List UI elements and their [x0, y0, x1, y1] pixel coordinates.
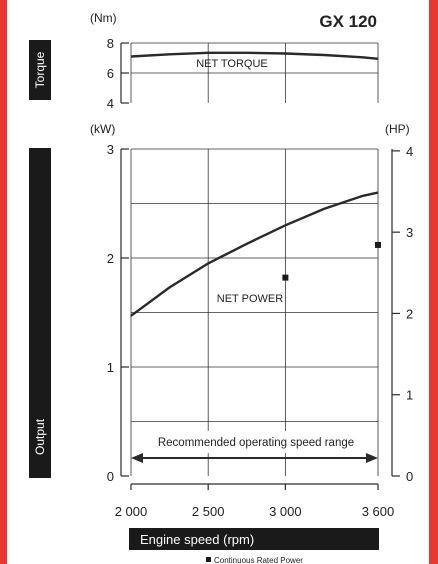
- torque-unit-label: (Nm): [90, 11, 117, 25]
- x-tick-label: 2 000: [115, 504, 148, 519]
- hp-tick-label: 4: [406, 144, 413, 159]
- range-arrow: [131, 453, 378, 463]
- output-grid: [130, 148, 379, 476]
- torque-grid: [130, 42, 379, 103]
- hp-tick-label: 2: [406, 306, 413, 321]
- net-power-line: [130, 191, 379, 317]
- net-torque-label: NET TORQUE: [196, 58, 268, 70]
- series-layer: [130, 51, 381, 317]
- tick-labels: 8 6 4 3 2 1 0 4 3 2 1 0 2 000 2 500 3 000 3 600: [107, 36, 413, 519]
- net-torque-line: [130, 51, 379, 60]
- net-power-label: NET POWER: [217, 293, 283, 305]
- chart-frame: Torque Output GX 120 (Nm) (kW) (HP) 8 6 4 3…: [7, 0, 429, 564]
- chart-title: GX 120: [319, 12, 377, 31]
- range-arrow-right-head: [366, 453, 378, 463]
- range-annotation-bg: [150, 431, 368, 453]
- x-axis-title-box: [129, 528, 379, 550]
- kw-unit-label: (kW): [90, 122, 115, 136]
- output-side-label: Output: [33, 418, 47, 455]
- x-tick-label: 3 000: [269, 504, 302, 519]
- torque-side-label-box: [29, 40, 51, 100]
- x-tick-label: 2 500: [192, 504, 225, 519]
- footnote-marker-icon: [206, 557, 211, 562]
- kw-tick-label: 0: [107, 469, 114, 484]
- x-axis-title: Engine speed (rpm): [140, 532, 254, 547]
- range-annotation-text: Recommended operating speed range: [158, 437, 354, 449]
- performance-chart: Torque Output GX 120 (Nm) (kW) (HP) 8 6 4 3…: [29, 11, 413, 564]
- x-tick-label: 3 600: [362, 504, 395, 519]
- range-arrow-left-head: [131, 453, 143, 463]
- output-side-label-box: [29, 148, 51, 478]
- hp-unit-label: (HP): [385, 122, 410, 136]
- torque-side-label: Torque: [33, 51, 47, 88]
- hp-tick-label: 3: [406, 225, 413, 240]
- chart-axes: [120, 42, 400, 490]
- hp-tick-label: 1: [406, 388, 413, 403]
- kw-tick-label: 3: [107, 142, 114, 157]
- torque-tick-label: 4: [107, 96, 114, 111]
- torque-tick-label: 6: [107, 66, 114, 81]
- torque-tick-label: 8: [107, 36, 114, 51]
- footnote-text: Continuous Rated Power: [214, 556, 303, 564]
- rated-power-marker: [375, 241, 381, 248]
- hp-tick-label: 0: [406, 469, 413, 484]
- kw-tick-label: 2: [107, 251, 114, 266]
- rated-power-marker: [282, 274, 289, 281]
- kw-tick-label: 1: [107, 360, 114, 375]
